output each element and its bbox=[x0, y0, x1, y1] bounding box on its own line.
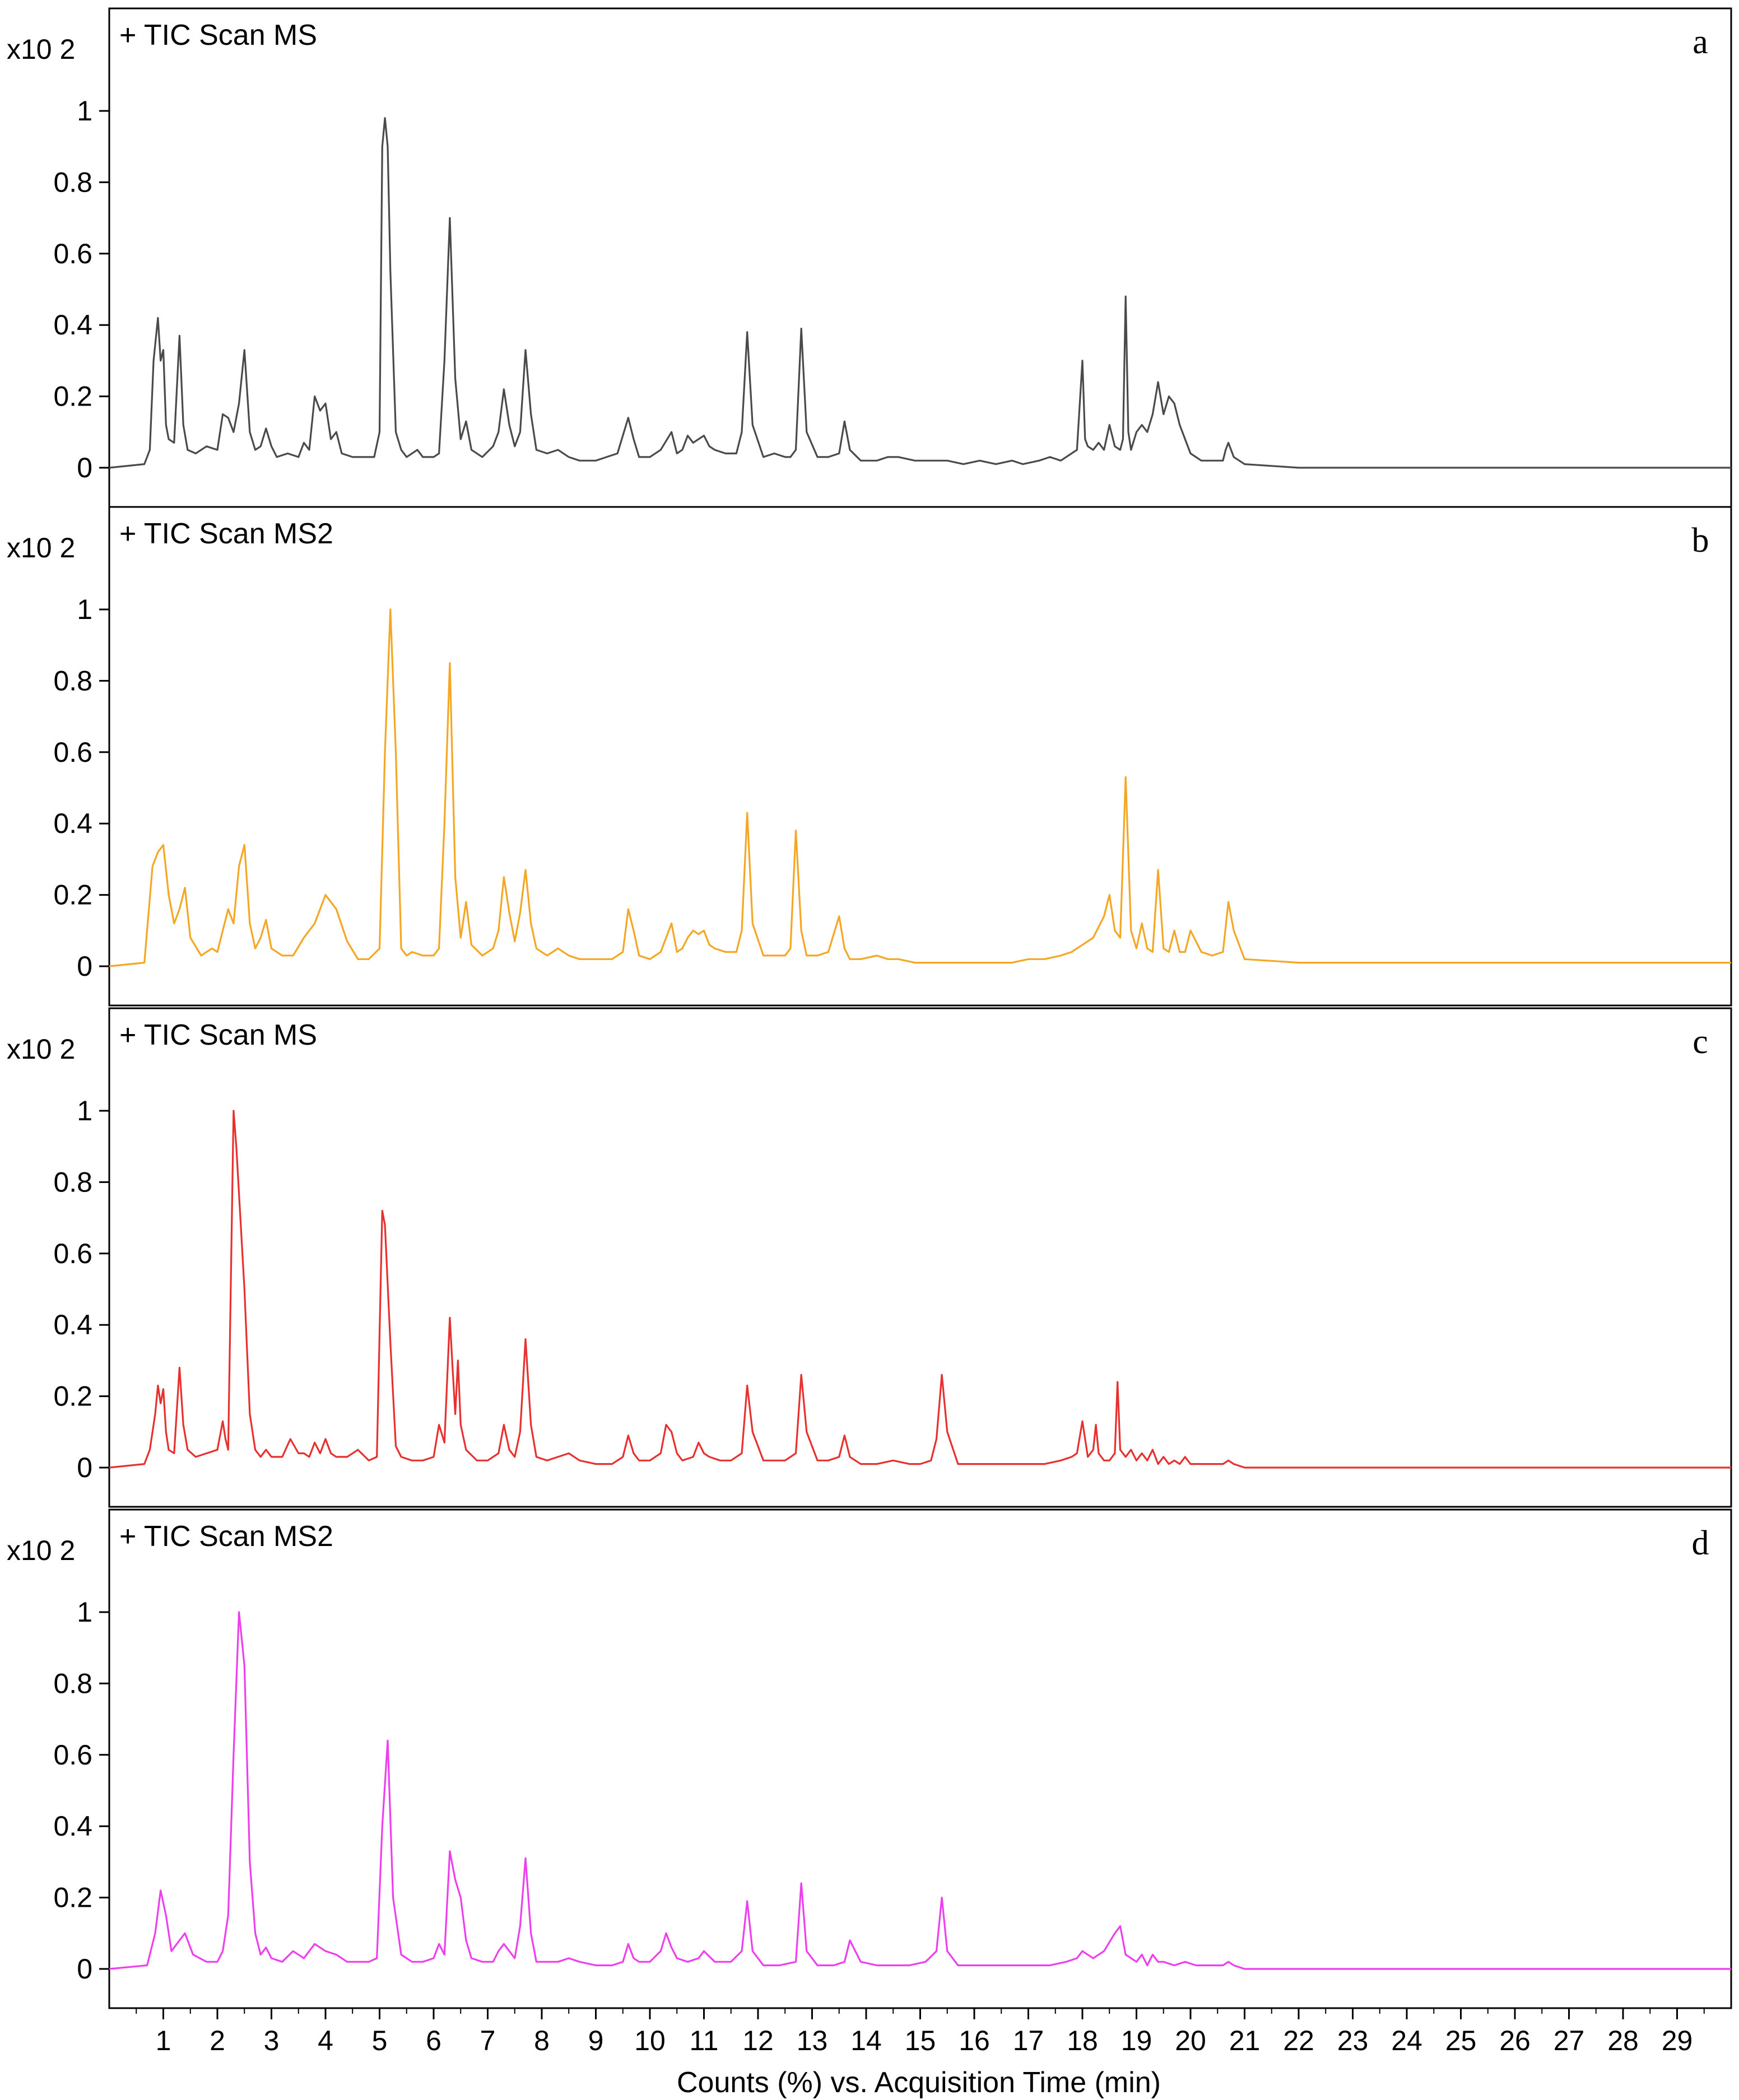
x-tick-label: 8 bbox=[534, 2025, 550, 2056]
panel-d: + TIC Scan MS2 x10 2 d 0 0.2 0.4 0.6 0.8 1 bbox=[7, 1508, 1732, 2009]
panel-title: + TIC Scan MS2 bbox=[119, 518, 333, 550]
x-tick-label: 22 bbox=[1283, 2025, 1314, 2056]
x-tick-label: 14 bbox=[850, 2025, 882, 2056]
x-tick-label: 5 bbox=[372, 2025, 388, 2056]
x-tick-label: 19 bbox=[1121, 2025, 1152, 2056]
x-tick-label: 21 bbox=[1229, 2025, 1261, 2056]
y-tick-label: 1 bbox=[77, 95, 92, 127]
y-tick-label: 0.2 bbox=[53, 1381, 92, 1412]
x-tick-label: 20 bbox=[1175, 2025, 1206, 2056]
y-tick-label: 0 bbox=[77, 452, 92, 483]
y-tick-label: 0.8 bbox=[53, 665, 92, 696]
panel-letter: d bbox=[1692, 1524, 1709, 1562]
y-tick-label: 0.6 bbox=[53, 737, 92, 768]
x-tick-label: 10 bbox=[634, 2025, 666, 2056]
panel-frame bbox=[108, 7, 1732, 508]
panel-letter: a bbox=[1692, 23, 1708, 61]
y-tick-label: 0 bbox=[77, 951, 92, 982]
y-tick-label: 0 bbox=[77, 1452, 92, 1483]
x-axis-label: Counts (%) vs. Acquisition Time (min) bbox=[677, 2066, 1161, 2099]
y-tick-label: 0.8 bbox=[53, 1166, 92, 1198]
x-tick-label: 28 bbox=[1607, 2025, 1639, 2056]
panel-title: + TIC Scan MS2 bbox=[119, 1520, 333, 1553]
y-tick-label: 1 bbox=[77, 1596, 92, 1628]
x-tick-label: 18 bbox=[1067, 2025, 1098, 2056]
x-tick-label: 12 bbox=[742, 2025, 774, 2056]
x-tick-label: 6 bbox=[426, 2025, 441, 2056]
x-tick-label: 9 bbox=[588, 2025, 604, 2056]
y-tick-label: 0.2 bbox=[53, 879, 92, 911]
y-tick-label: 0.4 bbox=[53, 1810, 92, 1842]
x-tick-label: 27 bbox=[1554, 2025, 1585, 2056]
y-tick-label: 0.8 bbox=[53, 1668, 92, 1699]
y-exponent-label: x10 2 bbox=[7, 34, 75, 65]
series-line bbox=[109, 117, 1731, 469]
y-tick-label: 0 bbox=[77, 1953, 92, 1985]
y-tick-label: 0.4 bbox=[53, 309, 92, 341]
y-tick-label: 0.6 bbox=[53, 1238, 92, 1269]
x-tick-label: 13 bbox=[797, 2025, 828, 2056]
x-tick-label: 29 bbox=[1662, 2025, 1693, 2056]
y-tick-label: 0.4 bbox=[53, 1309, 92, 1340]
x-tick-label: 7 bbox=[480, 2025, 496, 2056]
y-exponent-label: x10 2 bbox=[7, 1033, 75, 1065]
x-tick-label: 1 bbox=[156, 2025, 171, 2056]
series-line bbox=[109, 1110, 1731, 1469]
y-tick-label: 1 bbox=[77, 594, 92, 625]
panel-frame bbox=[108, 1508, 1732, 2009]
x-tick-label: 25 bbox=[1445, 2025, 1477, 2056]
panel-frame bbox=[108, 1007, 1732, 1508]
panel-b: + TIC Scan MS2 x10 2 b 0 0.2 0.4 0.6 0.8 1 bbox=[7, 506, 1732, 1007]
panel-title: + TIC Scan MS bbox=[119, 19, 317, 52]
y-tick-label: 0.4 bbox=[53, 808, 92, 839]
x-tick-label: 26 bbox=[1499, 2025, 1531, 2056]
y-tick-label: 1 bbox=[77, 1095, 92, 1126]
x-tick-label: 17 bbox=[1013, 2025, 1044, 2056]
y-tick-label: 0.6 bbox=[53, 1739, 92, 1771]
panel-frame bbox=[108, 506, 1732, 1007]
series-line bbox=[109, 1611, 1731, 1970]
x-tick-label: 23 bbox=[1337, 2025, 1369, 2056]
y-tick-label: 0.6 bbox=[53, 238, 92, 269]
y-exponent-label: x10 2 bbox=[7, 532, 75, 564]
y-tick-label: 0.2 bbox=[53, 381, 92, 412]
x-tick-label: 16 bbox=[959, 2025, 990, 2056]
panel-c: + TIC Scan MS x10 2 c 0 0.2 0.4 0.6 0.8 1 bbox=[7, 1007, 1732, 1508]
y-tick-label: 0.8 bbox=[53, 166, 92, 198]
x-tick-label: 15 bbox=[905, 2025, 936, 2056]
panel-letter: c bbox=[1692, 1023, 1708, 1061]
panel-a: + TIC Scan MS x10 2 a 0 0.2 0.4 0.6 0.8 1 bbox=[7, 7, 1732, 508]
x-axis: 1 2 3 4 5 6 7 8 9 10 11 12 13 14 15 16 17 18 19 20 21 22 23 24 2… bbox=[136, 2008, 1705, 2056]
y-tick-label: 0.2 bbox=[53, 1882, 92, 1913]
x-tick-label: 11 bbox=[690, 2025, 719, 2056]
y-exponent-label: x10 2 bbox=[7, 1535, 75, 1566]
x-tick-label: 2 bbox=[210, 2025, 225, 2056]
x-tick-label: 24 bbox=[1391, 2025, 1422, 2056]
panel-letter: b bbox=[1692, 521, 1709, 560]
series-line bbox=[109, 608, 1731, 967]
panel-title: + TIC Scan MS bbox=[119, 1019, 317, 1051]
x-tick-label: 3 bbox=[264, 2025, 280, 2056]
x-tick-label: 4 bbox=[318, 2025, 333, 2056]
